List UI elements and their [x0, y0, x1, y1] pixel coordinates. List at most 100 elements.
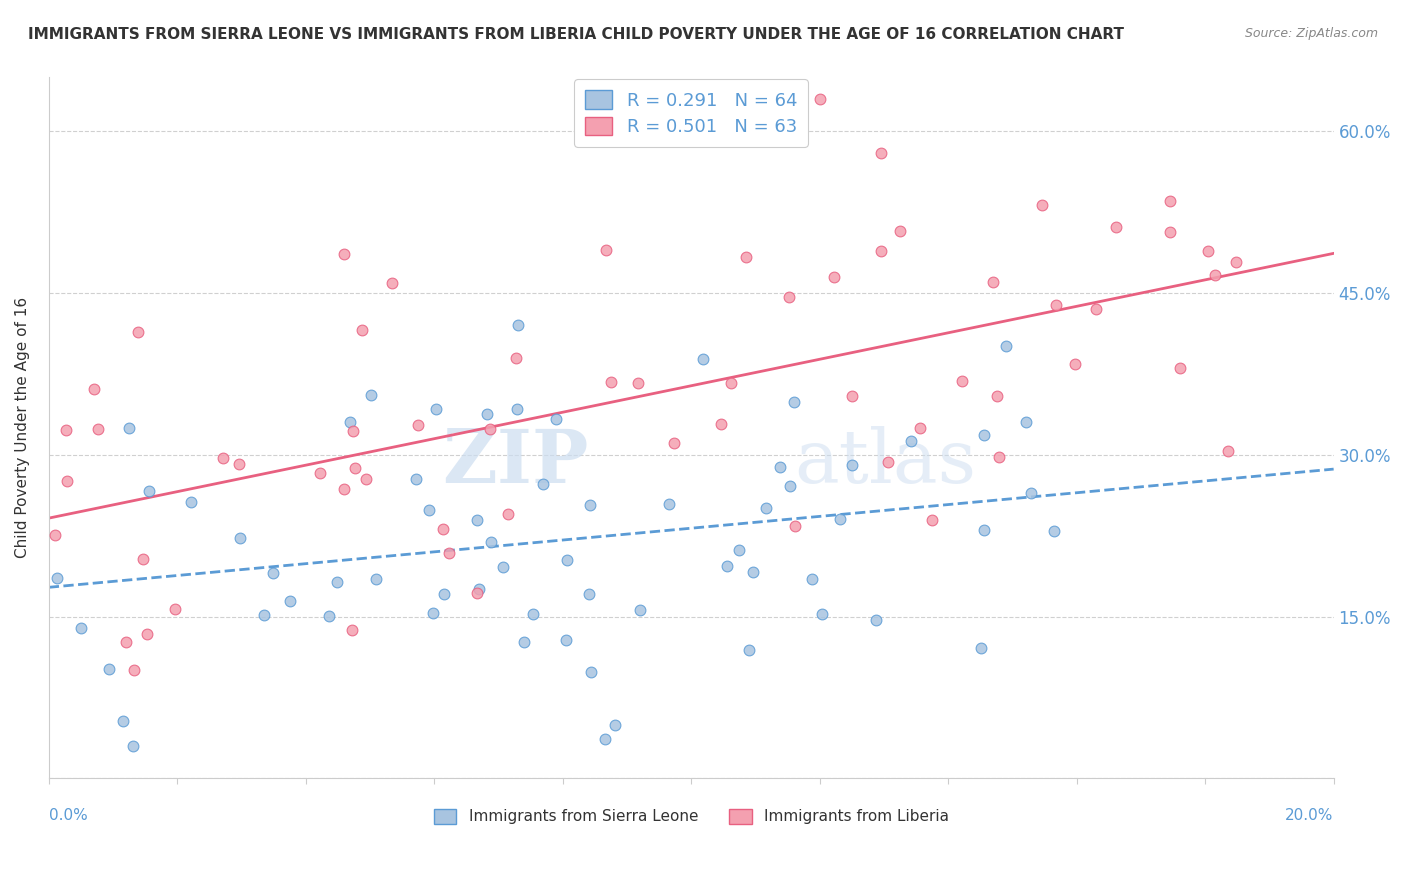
Point: [228, 531, 250, 545]
Point: [364, 573, 387, 587]
Point: [973, 427, 995, 442]
Point: [425, 402, 447, 417]
Text: IMMIGRANTS FROM SIERRA LEONE VS IMMIGRANTS FROM LIBERIA CHILD POVERTY UNDER THE : IMMIGRANTS FROM SIERRA LEONE VS IMMIGRAN…: [28, 27, 1125, 42]
Point: [950, 374, 973, 388]
Point: [970, 641, 993, 656]
Text: atlas: atlas: [794, 426, 976, 500]
Point: [356, 472, 378, 486]
Point: [1019, 486, 1042, 500]
Point: [1216, 443, 1239, 458]
Point: [738, 643, 761, 657]
Point: [506, 402, 529, 417]
Point: [692, 351, 714, 366]
Point: [405, 472, 427, 486]
Point: [658, 497, 681, 511]
Point: [180, 495, 202, 509]
Text: 0.0%: 0.0%: [49, 808, 87, 823]
Point: [1043, 524, 1066, 538]
Point: [1197, 244, 1219, 258]
Point: [479, 422, 502, 436]
Point: [55, 424, 77, 438]
Point: [332, 483, 354, 497]
Point: [593, 731, 616, 746]
Point: [422, 606, 444, 620]
Point: [627, 376, 650, 390]
Point: [755, 500, 778, 515]
Point: [988, 450, 1011, 464]
Point: [468, 582, 491, 596]
Point: [889, 224, 911, 238]
Point: [1063, 357, 1085, 371]
Point: [127, 325, 149, 339]
Point: [83, 383, 105, 397]
Point: [869, 244, 891, 258]
Point: [86, 422, 108, 436]
Point: [211, 450, 233, 465]
Point: [432, 522, 454, 536]
Point: [900, 434, 922, 448]
Point: [332, 247, 354, 261]
Point: [44, 528, 66, 542]
Point: [783, 518, 806, 533]
Point: [605, 718, 627, 732]
Point: [505, 351, 527, 365]
Point: [465, 513, 488, 527]
Point: [475, 407, 498, 421]
Point: [118, 420, 141, 434]
Point: [810, 607, 832, 621]
Point: [1105, 220, 1128, 235]
Point: [808, 92, 831, 106]
Point: [1159, 225, 1181, 239]
Point: [841, 458, 863, 473]
Point: [318, 609, 340, 624]
Point: [727, 542, 749, 557]
Point: [870, 145, 893, 160]
Point: [1045, 298, 1067, 312]
Point: [741, 565, 763, 579]
Point: [352, 323, 374, 337]
Point: [513, 635, 536, 649]
Point: [122, 739, 145, 753]
Point: [138, 483, 160, 498]
Point: [1015, 415, 1038, 429]
Point: [1031, 198, 1053, 212]
Point: [340, 624, 363, 638]
Point: [662, 436, 685, 450]
Point: [546, 412, 568, 426]
Point: [98, 662, 121, 676]
Point: [579, 498, 602, 512]
Y-axis label: Child Poverty Under the Age of 16: Child Poverty Under the Age of 16: [15, 297, 30, 558]
Point: [433, 587, 456, 601]
Point: [908, 421, 931, 435]
Point: [1225, 254, 1247, 268]
Point: [308, 466, 330, 480]
Point: [344, 461, 367, 475]
Point: [253, 608, 276, 623]
Point: [262, 566, 284, 580]
Point: [830, 512, 852, 526]
Point: [973, 523, 995, 537]
Point: [136, 627, 159, 641]
Text: 20.0%: 20.0%: [1285, 808, 1334, 823]
Point: [578, 586, 600, 600]
Point: [531, 477, 554, 491]
Point: [995, 338, 1018, 352]
Point: [418, 502, 440, 516]
Point: [132, 551, 155, 566]
Point: [595, 243, 617, 257]
Point: [628, 602, 651, 616]
Point: [479, 535, 502, 549]
Point: [865, 614, 887, 628]
Point: [735, 250, 758, 264]
Point: [801, 572, 824, 586]
Point: [522, 607, 544, 621]
Point: [492, 559, 515, 574]
Point: [720, 376, 742, 391]
Point: [280, 594, 302, 608]
Point: [69, 621, 91, 635]
Point: [465, 586, 488, 600]
Point: [841, 389, 863, 403]
Point: [380, 277, 402, 291]
Point: [55, 474, 77, 488]
Point: [783, 394, 806, 409]
